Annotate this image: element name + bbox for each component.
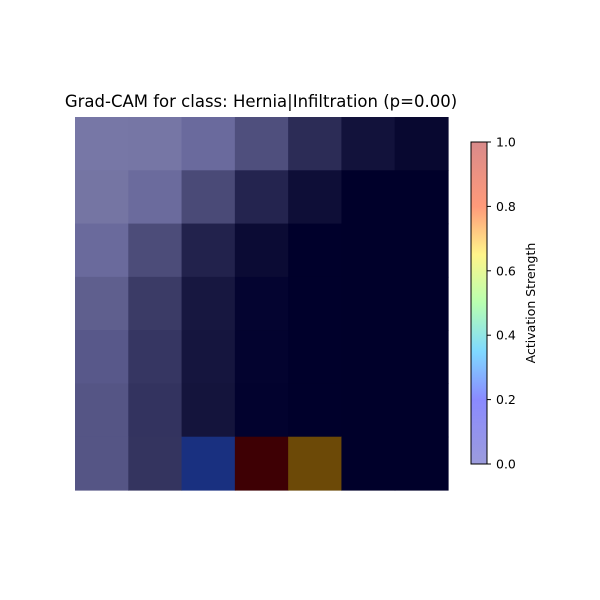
- colorbar-gradient: [470, 141, 488, 465]
- heatmap-cell: [288, 223, 343, 278]
- heatmap-cell: [394, 117, 449, 171]
- heatmap-cell: [288, 383, 343, 438]
- heatmap-cell: [75, 330, 129, 385]
- heatmap-cell: [181, 330, 236, 385]
- heatmap-cell: [341, 383, 396, 438]
- heatmap-cells: [75, 117, 449, 491]
- heatmap-cell: [128, 330, 183, 385]
- chart-title: Grad-CAM for class: Hernia|Infiltration …: [64, 92, 458, 111]
- heatmap-cell: [341, 276, 396, 331]
- heatmap-cell: [181, 276, 236, 331]
- heatmap-cell: [288, 276, 343, 331]
- heatmap-cell: [181, 223, 236, 278]
- heatmap-cell: [234, 436, 289, 491]
- heatmap-cell: [288, 170, 343, 225]
- heatmap-cell: [75, 223, 129, 278]
- colorbar-label: Activation Strength: [523, 243, 538, 364]
- colorbar-tick-label: 0.8: [496, 199, 516, 214]
- heatmap-cell: [75, 170, 129, 225]
- heatmap-cell: [341, 330, 396, 385]
- heatmap-cell: [181, 170, 236, 225]
- heatmap-cell: [75, 383, 129, 438]
- heatmap-cell: [394, 383, 449, 438]
- heatmap-cell: [341, 436, 396, 491]
- heatmap-cell: [75, 117, 129, 171]
- heatmap-cell: [128, 276, 183, 331]
- heatmap-cell: [234, 117, 289, 171]
- colorbar-ticks: 0.0 0.2 0.4 0.6 0.8 1.0: [487, 135, 516, 472]
- heatmap-cell: [128, 383, 183, 438]
- heatmap-cell: [394, 170, 449, 225]
- heatmap-cell: [128, 436, 183, 491]
- heatmap-cell: [394, 276, 449, 331]
- heatmap-cell: [181, 117, 236, 171]
- heatmap-cell: [75, 276, 129, 331]
- colorbar-tick-label: 0.2: [496, 392, 516, 407]
- heatmap-cell: [128, 223, 183, 278]
- heatmap-cell: [234, 170, 289, 225]
- heatmap-cell: [394, 436, 449, 491]
- colorbar-tick-label: 0.4: [496, 328, 516, 343]
- heatmap-cell: [341, 170, 396, 225]
- heatmap-cell: [181, 436, 236, 491]
- heatmap-cell: [128, 170, 183, 225]
- heatmap-cell: [394, 330, 449, 385]
- heatmap-cell: [234, 330, 289, 385]
- colorbar-tick-label: 0.6: [496, 263, 516, 278]
- heatmap-cell: [341, 223, 396, 278]
- heatmap-cell: [234, 223, 289, 278]
- colorbar-tick-label: 1.0: [496, 135, 516, 150]
- heatmap-cell: [234, 383, 289, 438]
- heatmap-cell: [288, 117, 343, 171]
- heatmap-cell: [394, 223, 449, 278]
- heatmap-cell: [234, 276, 289, 331]
- heatmap-cell: [288, 436, 343, 491]
- heatmap-cell: [181, 383, 236, 438]
- heatmap-cell: [128, 117, 183, 171]
- colorbar-tick-label: 0.0: [496, 457, 516, 472]
- heatmap-cell: [341, 117, 396, 171]
- heatmap-cell: [75, 436, 129, 491]
- heatmap-cell: [288, 330, 343, 385]
